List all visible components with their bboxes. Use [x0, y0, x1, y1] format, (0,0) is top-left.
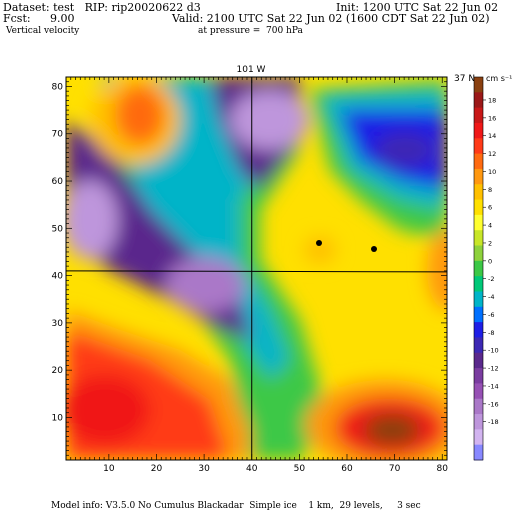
- colorbar-frame: [473, 76, 484, 461]
- colorbar-label: 2: [488, 239, 492, 247]
- valid-line: Valid: 2100 UTC Sat 22 Jun 02 (1600 CDT …: [172, 12, 490, 25]
- colorbar-label: 14: [488, 132, 496, 140]
- colorbar-label: -12: [488, 365, 499, 373]
- y-tick-label: 50: [52, 224, 64, 234]
- colorbar: 18 16 14 12 10 8 6 4 2 0 -2 -4 -6 -8 -10 -12 -14 -16 -18: [473, 76, 499, 461]
- pressure-line: at pressure = 700 hPa: [198, 26, 303, 36]
- colorbar-label: -4: [488, 293, 494, 301]
- colorbar-swatch: [474, 322, 483, 338]
- colorbar-swatch: [474, 337, 483, 354]
- fcst-label: Fcst:: [3, 12, 31, 25]
- colorbar-label: 0: [488, 257, 492, 265]
- station-marker: [316, 240, 322, 246]
- colorbar-label: -16: [488, 400, 499, 408]
- y-tick-label: 30: [52, 319, 64, 329]
- colorbar-swatch: [474, 214, 483, 231]
- y-tick-label: 40: [52, 272, 64, 282]
- init-line: Init: 1200 UTC Sat 22 Jun 02: [336, 1, 499, 14]
- colorbar-swatch: [474, 260, 483, 277]
- colorbar-swatch: [474, 368, 483, 384]
- parallel-line: [65, 270, 448, 273]
- colorbar-swatch: [474, 77, 483, 93]
- dataset-line: Dataset: test RIP: rip20020622 d3: [3, 1, 201, 14]
- colorbar-swatch: [474, 122, 483, 139]
- colorbar-swatch: [474, 245, 483, 262]
- colorbar-swatch: [474, 153, 483, 170]
- station-marker: [371, 246, 377, 252]
- colorbar-swatch: [474, 168, 483, 185]
- colorbar-swatch: [474, 199, 483, 216]
- colorbar-swatch: [474, 398, 483, 415]
- map-axes: 10 20 30 40 50 60 70 80 10 20 30 40 50 60 70 80: [52, 76, 449, 474]
- colorbar-swatch: [474, 92, 483, 109]
- y-tick-label: 60: [52, 177, 64, 187]
- colorbar-label: 16: [488, 114, 496, 122]
- y-tick-label: 70: [52, 130, 64, 140]
- x-tick-label: 80: [437, 464, 449, 474]
- colorbar-swatch: [474, 138, 483, 155]
- colorbar-label: -10: [488, 347, 499, 355]
- colorbar-swatch: [474, 306, 483, 323]
- x-tick-label: 40: [246, 464, 258, 474]
- colorbar-label: 6: [488, 204, 492, 212]
- meridian-label: 101 W: [237, 65, 266, 75]
- colorbar-swatch: [474, 383, 483, 400]
- colorbar-swatch: [474, 107, 483, 124]
- field-name: Vertical velocity: [6, 26, 80, 36]
- y-tick-label: 20: [52, 366, 64, 376]
- colorbar-swatch: [474, 230, 483, 247]
- colorbar-label: 10: [488, 168, 496, 176]
- colorbar-label: 4: [488, 222, 492, 230]
- x-tick-label: 50: [294, 464, 306, 474]
- colorbar-label: 18: [488, 96, 496, 104]
- colorbar-swatch: [474, 414, 483, 430]
- colorbar-label: -14: [488, 382, 499, 390]
- model-info: Model info: V3.5.0 No Cumulus Blackadar …: [51, 501, 421, 511]
- colorbar-label: -6: [488, 311, 494, 319]
- colorbar-label: -8: [488, 329, 494, 337]
- x-tick-label: 30: [198, 464, 210, 474]
- colorbar-swatch: [474, 184, 483, 201]
- parallel-label: 37 N: [454, 74, 475, 84]
- colorbar-label: 8: [488, 186, 492, 194]
- colorbar-swatch: [474, 276, 483, 292]
- x-tick-label: 70: [389, 464, 401, 474]
- colorbar-swatch: [474, 444, 483, 461]
- x-tick-label: 20: [151, 464, 163, 474]
- y-tick-label: 10: [52, 413, 64, 423]
- x-tick-label: 60: [341, 464, 353, 474]
- colorbar-swatch: [474, 429, 483, 446]
- colorbar-swatch: [474, 291, 483, 308]
- x-tick-label: 10: [103, 464, 115, 474]
- y-tick-label: 80: [52, 82, 64, 92]
- colorbar-label: 12: [488, 150, 496, 158]
- colorbar-swatch: [474, 352, 483, 369]
- colorbar-units: cm s⁻¹: [486, 74, 512, 83]
- vertical-velocity-field: [66, 77, 447, 460]
- fcst-value: 9.00: [50, 12, 75, 25]
- colorbar-label: -18: [488, 418, 499, 426]
- colorbar-label: -2: [488, 275, 494, 283]
